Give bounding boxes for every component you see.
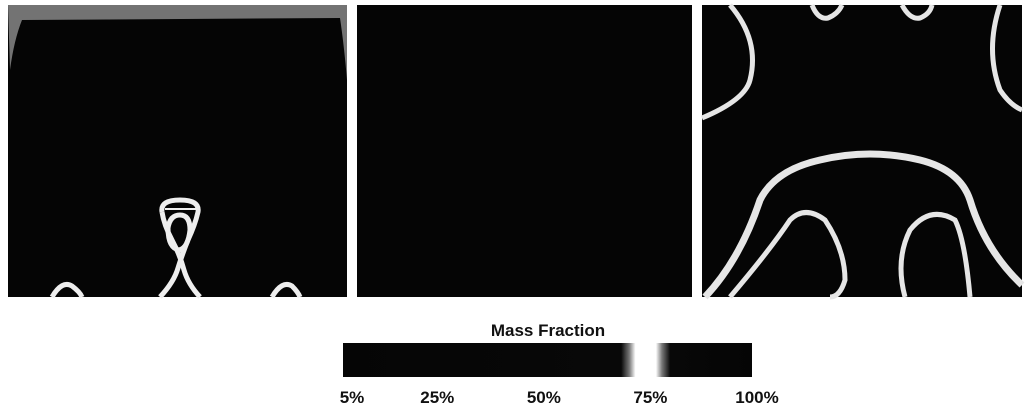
colorbar [343, 343, 752, 377]
tick-label: 100% [735, 388, 778, 407]
colorbar-title: Mass Fraction [491, 321, 605, 340]
tick-label: 5% [340, 388, 365, 407]
panel-middle [357, 5, 692, 297]
tick-label: 75% [633, 388, 667, 407]
tick-label: 25% [420, 388, 454, 407]
figure: Mass Fraction 5% 25% 50% 75% 100% [0, 0, 1025, 411]
tick-label: 50% [527, 388, 561, 407]
panel-right [702, 5, 1022, 297]
colorbar-ticks: 5% 25% 50% 75% 100% [340, 377, 779, 407]
panel-left [8, 5, 347, 297]
